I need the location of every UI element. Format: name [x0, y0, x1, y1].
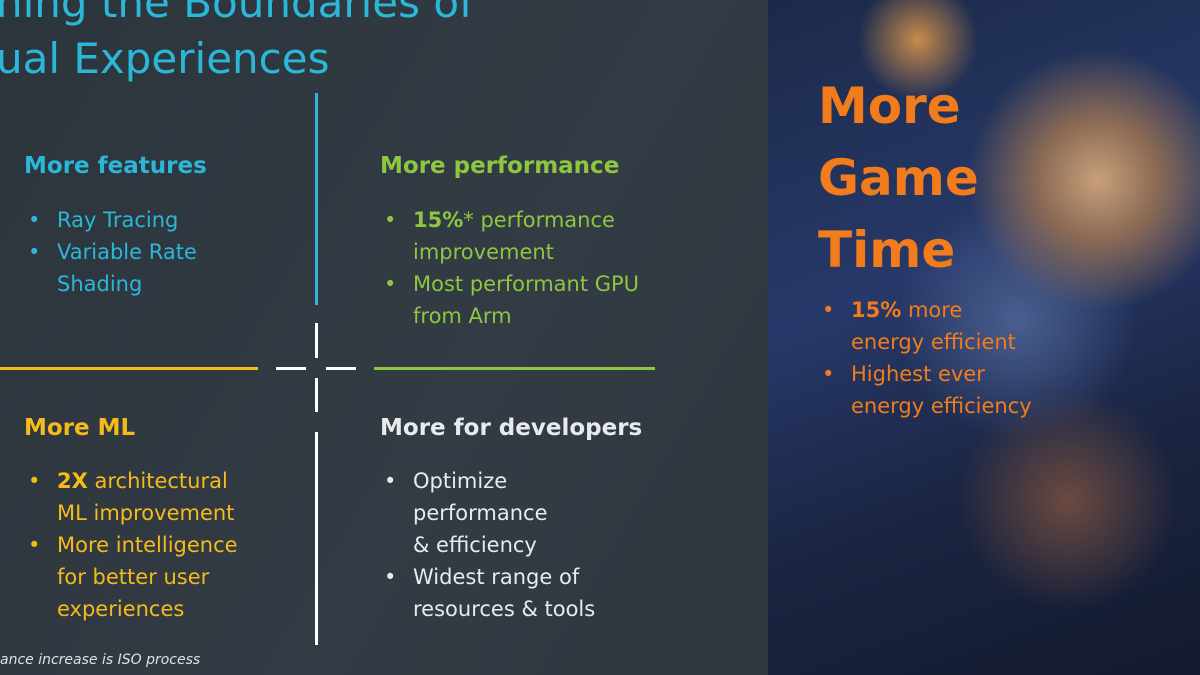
list-text: * performance improvement	[413, 208, 615, 264]
ml-list: 2X architectural ML improvement More int…	[24, 465, 264, 625]
list-text: more energy efficient	[851, 298, 1016, 354]
features-list: Ray Tracing Variable Rate Shading	[24, 204, 224, 300]
crosshair-left	[276, 367, 306, 370]
title-line-2: ual Experiences	[0, 34, 330, 83]
crosshair-top	[315, 323, 318, 358]
divider-yellow	[0, 367, 258, 370]
list-item: 15%* performance improvement	[380, 204, 640, 268]
performance-heading: More performance	[380, 153, 620, 179]
developers-list: Optimize performance & efficiency Widest…	[380, 465, 620, 625]
side-list: 15% more energy efficient Highest ever e…	[818, 294, 1038, 422]
list-text: architectural ML improvement	[57, 469, 235, 525]
list-item: Most performant GPU from Arm	[380, 268, 640, 332]
footnote: ance increase is ISO process	[0, 652, 201, 668]
bold-value: 2X	[57, 469, 88, 493]
divider-white	[315, 432, 318, 645]
list-item: Highest ever energy efficiency	[818, 358, 1038, 422]
list-item: Optimize performance & efficiency	[380, 465, 563, 561]
bold-value: 15%	[851, 298, 902, 322]
list-item: 15% more energy efficient	[818, 294, 1038, 358]
side-heading: More Game Time	[818, 70, 979, 286]
side-heading-line: Game	[818, 149, 979, 207]
developers-heading: More for developers	[380, 415, 643, 441]
features-heading: More features	[24, 153, 207, 179]
crosshair-right	[326, 367, 356, 370]
ml-heading: More ML	[24, 415, 136, 441]
bold-value: 15%	[413, 208, 464, 232]
crosshair-bottom	[315, 378, 318, 412]
title-line-1: hing the Boundaries of	[0, 0, 474, 27]
list-item: Ray Tracing	[24, 204, 224, 236]
list-item: More intelligence for better user experi…	[24, 529, 264, 625]
list-item: Widest range of resources & tools	[380, 561, 620, 625]
side-heading-line: Time	[818, 221, 956, 279]
list-item: 2X architectural ML improvement	[24, 465, 264, 529]
performance-list: 15%* performance improvement Most perfor…	[380, 204, 640, 332]
divider-cyan	[315, 93, 318, 305]
divider-green	[374, 367, 655, 370]
list-item: Variable Rate Shading	[24, 236, 224, 300]
side-heading-line: More	[818, 77, 961, 135]
